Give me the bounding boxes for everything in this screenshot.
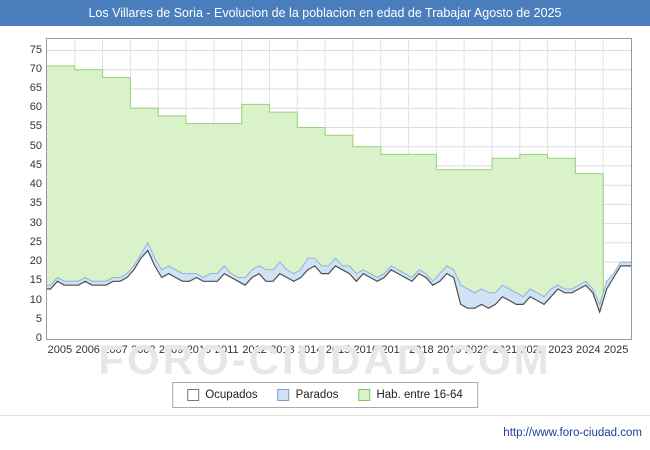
legend-swatch-ocupados [187, 389, 200, 401]
x-tick-label: 2018 [409, 344, 434, 356]
x-tick-label: 2008 [131, 344, 156, 356]
legend-label-ocupados: Ocupados [205, 389, 258, 401]
x-tick-label: 2005 [47, 344, 73, 356]
x-tick-label: 2021 [492, 344, 518, 356]
x-tick-label: 2007 [103, 344, 128, 356]
watermark: FORO-CIUDAD.COM [98, 336, 552, 383]
x-tick-label: 2017 [381, 344, 406, 356]
y-tick-label: 65 [29, 82, 42, 94]
footer-bar: http://www.foro-ciudad.com [0, 415, 650, 450]
legend-item-parados: Parados [277, 389, 339, 401]
chart-area: 0 5 10 15 20 25 30 35 40 45 50 55 60 65 70 75 2005 2006 20… [0, 26, 650, 360]
y-tick-label: 5 [35, 312, 42, 325]
y-tick-label: 0 [35, 332, 42, 344]
title-bar: Los Villares de Soria - Evolucion de la … [0, 0, 650, 26]
x-tick-label: 2022 [520, 344, 545, 356]
y-tick-label: 20 [29, 255, 42, 268]
y-tick-label: 75 [29, 43, 42, 56]
y-tick-label: 30 [29, 216, 42, 229]
x-tick-label: 2010 [186, 344, 212, 356]
y-tick-label: 15 [29, 274, 42, 287]
y-tick-label: 70 [29, 62, 42, 75]
x-tick-label: 2014 [297, 344, 323, 356]
x-tick-label: 2024 [576, 344, 601, 356]
legend-label-parados: Parados [295, 389, 339, 401]
x-tick-label: 2006 [75, 344, 100, 356]
x-tick-label: 2011 [214, 344, 239, 356]
y-tick-label: 35 [29, 197, 42, 210]
x-tick-label: 2025 [603, 344, 629, 356]
legend-label-hab-16-64: Hab. entre 16-64 [376, 389, 463, 401]
y-tick-label: 40 [29, 178, 42, 191]
legend-item-ocupados: Ocupados [187, 389, 258, 401]
y-tick-label: 55 [29, 120, 42, 133]
legend-swatch-hab-16-64 [358, 389, 371, 401]
y-tick-label: 45 [29, 158, 42, 171]
x-tick-label: 2012 [242, 344, 267, 356]
x-tick-label: 2019 [436, 344, 462, 356]
x-tick-label: 2009 [158, 344, 184, 356]
y-tick-label: 50 [29, 139, 42, 152]
x-tick-label: 2020 [464, 344, 490, 356]
chart-legend: Ocupados Parados Hab. entre 16-64 [172, 382, 478, 408]
y-tick-label: 60 [29, 101, 42, 114]
x-tick-label: 2023 [548, 344, 573, 356]
chart-plot [46, 38, 632, 340]
page-title: Los Villares de Soria - Evolucion de la … [88, 6, 562, 20]
legend-swatch-parados [277, 389, 290, 401]
legend-item-hab-16-64: Hab. entre 16-64 [358, 389, 463, 401]
footer-url-link[interactable]: http://www.foro-ciudad.com [503, 427, 642, 439]
y-tick-label: 25 [29, 235, 42, 248]
x-tick-label: 2013 [270, 344, 295, 356]
x-tick-label: 2016 [353, 344, 379, 356]
x-tick-label: 2015 [325, 344, 351, 356]
y-tick-label: 10 [29, 293, 42, 306]
